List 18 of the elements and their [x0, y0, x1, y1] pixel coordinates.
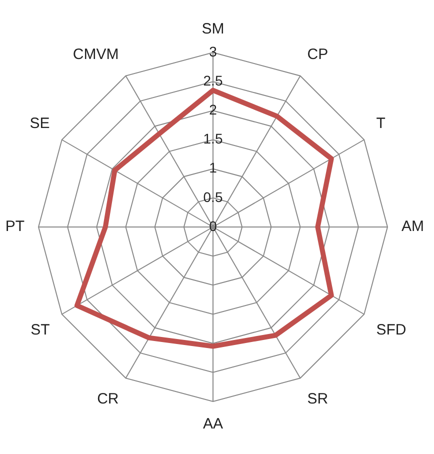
y-tick-label: 1	[209, 160, 218, 176]
y-tick-label: 2	[209, 102, 218, 118]
spoke-label: T	[376, 114, 386, 132]
y-tick-label: 3	[209, 43, 218, 60]
spoke-label: SFD	[376, 321, 406, 338]
spoke-label: PT	[5, 218, 24, 236]
spoke-label: SE	[30, 114, 50, 132]
spoke-label: CR	[97, 390, 119, 408]
y-tick-label: 1.5	[203, 130, 223, 147]
spoke-label: CP	[307, 46, 328, 63]
y-tick-label: 2.5	[203, 72, 223, 88]
spoke-label: SM	[202, 20, 224, 38]
spoke-label: CMVM	[72, 46, 119, 63]
y-tick-label: 0.5	[203, 188, 223, 205]
spoke-label: SR	[307, 390, 328, 408]
spoke-label: ST	[30, 321, 50, 338]
spoke-label: AA	[202, 416, 224, 433]
spoke-label: AM	[402, 218, 424, 236]
